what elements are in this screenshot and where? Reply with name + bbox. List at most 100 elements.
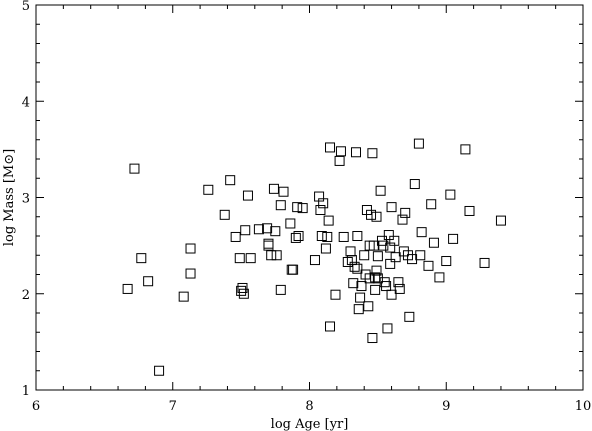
data-point <box>122 283 133 294</box>
data-point <box>316 231 327 241</box>
data-point <box>219 209 230 220</box>
plot-frame <box>35 4 584 391</box>
data-point <box>426 199 437 210</box>
data-point <box>409 179 420 190</box>
data-point <box>434 272 445 283</box>
y-tick-label: 3 <box>22 192 30 207</box>
data-point <box>382 323 393 334</box>
data-point <box>386 202 397 213</box>
data-point <box>445 189 456 200</box>
data-point <box>315 205 326 216</box>
data-point <box>359 250 370 261</box>
data-point <box>236 285 247 296</box>
data-point <box>346 255 357 266</box>
axis-ticks <box>35 4 584 391</box>
data-point <box>423 260 434 271</box>
data-point <box>330 289 341 300</box>
data-point <box>275 284 286 295</box>
data-point <box>372 273 383 284</box>
y-tick-label: 5 <box>22 0 30 14</box>
data-point <box>245 253 256 264</box>
data-point <box>297 203 308 214</box>
data-point <box>136 253 147 264</box>
data-point <box>364 273 375 284</box>
data-point <box>240 225 251 236</box>
data-point <box>237 282 248 293</box>
data-point <box>349 261 360 272</box>
data-point <box>278 186 289 197</box>
data-point <box>352 263 363 274</box>
x-tick-label: 6 <box>32 399 40 414</box>
data-point <box>355 292 366 303</box>
data-point <box>416 227 427 238</box>
data-points <box>122 138 506 376</box>
data-point <box>285 218 296 229</box>
data-point <box>356 281 367 292</box>
data-point <box>242 190 253 201</box>
data-point <box>378 240 389 251</box>
data-point <box>372 251 383 262</box>
data-point <box>185 243 196 254</box>
data-point <box>389 235 400 246</box>
data-point <box>230 231 241 242</box>
x-tick-label: 9 <box>442 399 450 414</box>
data-point <box>390 252 401 263</box>
data-point <box>325 321 336 332</box>
data-point <box>366 209 377 220</box>
data-point <box>479 257 490 268</box>
data-point <box>383 230 394 241</box>
data-point <box>367 148 378 159</box>
data-point <box>320 243 331 254</box>
data-point <box>234 253 245 264</box>
data-point <box>154 365 165 376</box>
data-point <box>495 215 506 226</box>
data-point <box>266 250 277 261</box>
data-point <box>464 205 475 216</box>
data-point <box>335 146 346 157</box>
data-point <box>363 301 374 312</box>
data-point <box>345 246 356 257</box>
data-point <box>348 278 359 289</box>
data-point <box>370 284 381 295</box>
data-point <box>288 264 299 275</box>
data-point <box>448 233 459 244</box>
data-point <box>404 311 415 322</box>
x-tick-label: 7 <box>169 399 177 414</box>
x-tick-label: 10 <box>575 399 592 414</box>
data-point <box>460 144 471 155</box>
data-point <box>271 250 282 261</box>
data-point <box>263 238 274 249</box>
data-point <box>381 281 392 292</box>
data-point <box>268 183 279 194</box>
y-axis-label: log Mass [M⊙] <box>2 149 17 246</box>
data-point <box>334 155 345 166</box>
data-point <box>441 256 452 267</box>
data-point <box>379 277 390 288</box>
data-point <box>352 231 363 241</box>
data-point <box>385 258 396 269</box>
data-point <box>238 288 249 299</box>
data-point <box>203 184 214 195</box>
x-tick-label: 8 <box>305 399 313 414</box>
data-point <box>413 138 424 149</box>
data-point <box>129 163 140 174</box>
data-point <box>270 226 281 237</box>
data-point <box>367 333 378 344</box>
data-point <box>318 198 329 209</box>
data-point <box>178 291 189 302</box>
data-point <box>353 304 364 315</box>
data-point <box>323 215 334 226</box>
data-point <box>393 277 404 288</box>
data-point <box>338 231 349 242</box>
data-point <box>143 276 154 287</box>
tick-labels: 6 7 8 9 10 1 2 3 4 5 <box>22 0 592 414</box>
y-tick-label: 1 <box>22 384 30 399</box>
data-point <box>428 237 439 248</box>
data-point <box>290 232 301 243</box>
data-point <box>386 289 397 300</box>
data-point <box>350 147 361 158</box>
data-point <box>397 214 408 225</box>
data-point <box>370 272 381 283</box>
data-point <box>322 231 333 242</box>
